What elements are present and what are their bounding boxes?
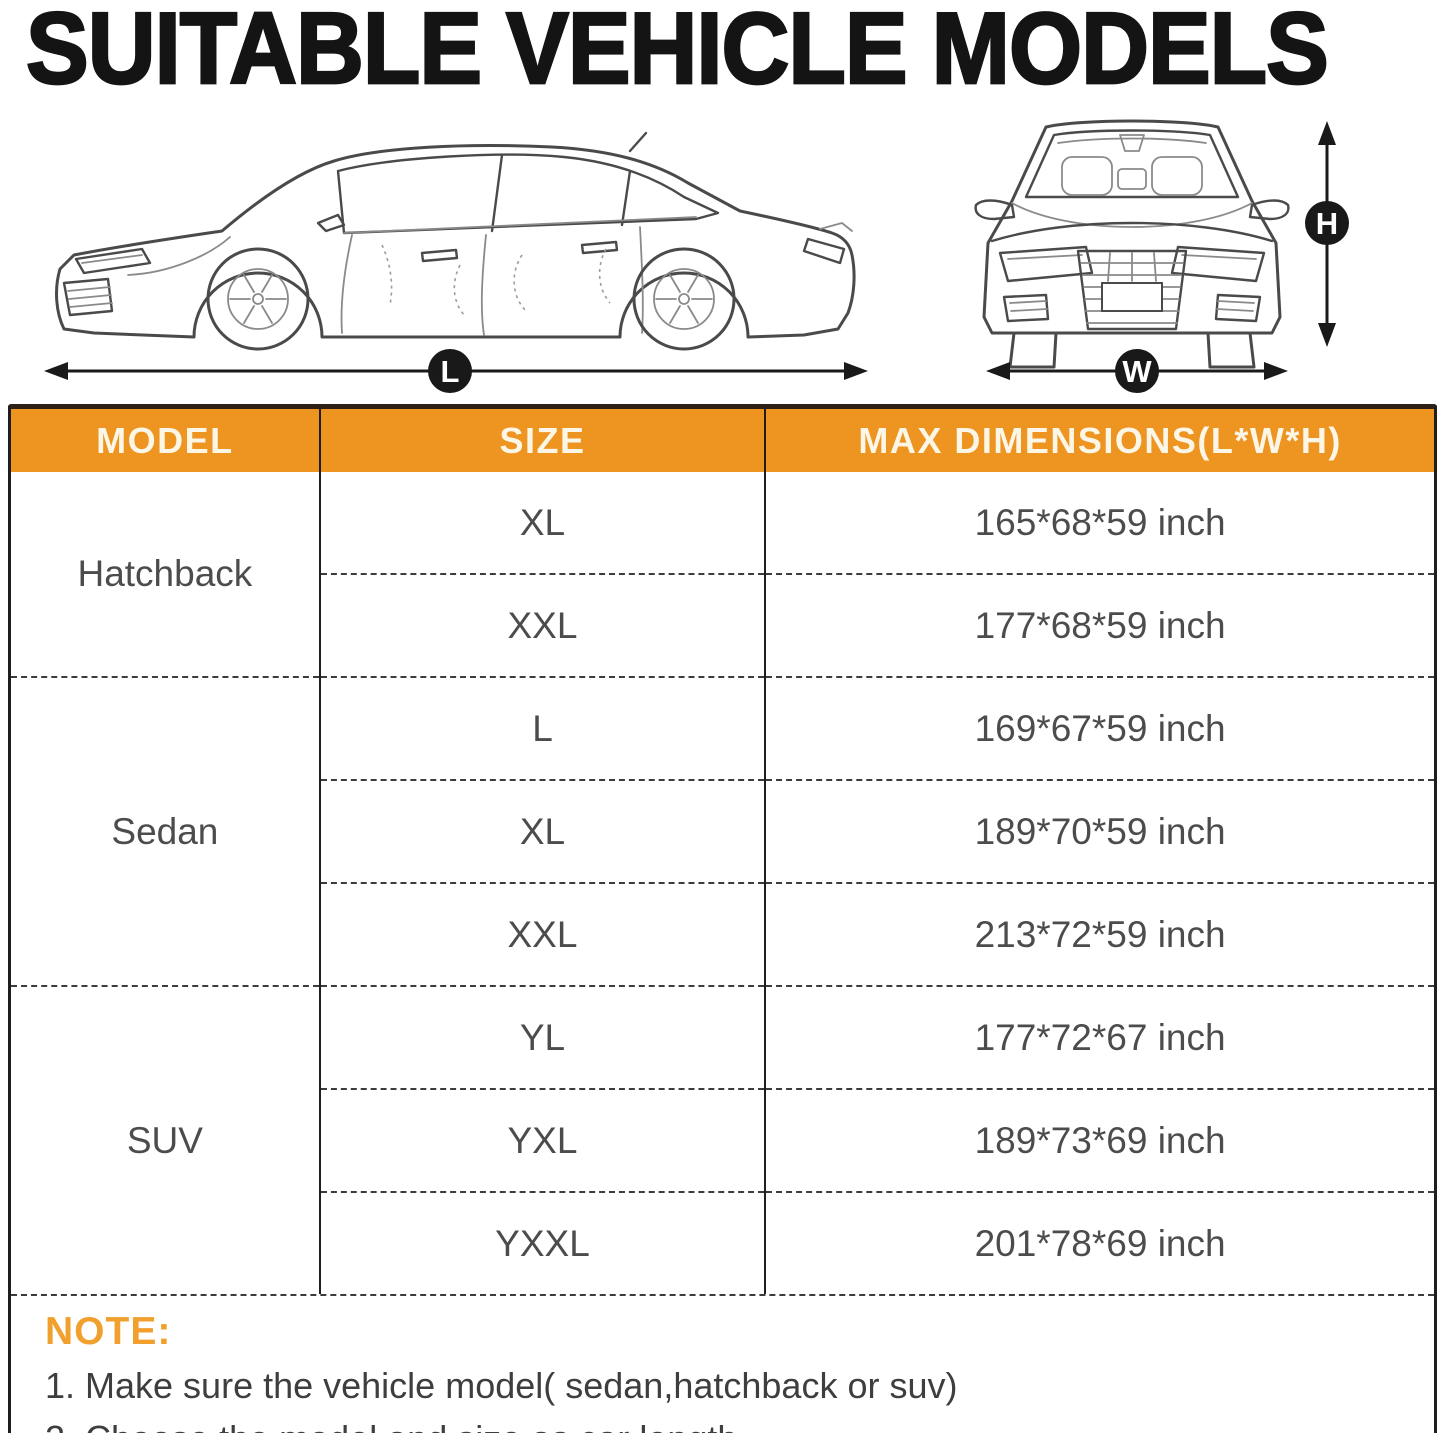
car-rearview-mirror — [1119, 134, 1145, 152]
car-hood-edge — [990, 221, 1274, 243]
width-arrow: W — [986, 349, 1288, 393]
car-spoiler-lip — [819, 222, 853, 232]
car-seat-left — [1061, 156, 1113, 196]
car-door-seam-rear — [639, 226, 644, 334]
car-rear-wheel — [632, 247, 736, 351]
car-hood-line — [127, 236, 231, 276]
table-row: XXL 177*68*59 inch — [11, 573, 1434, 677]
model-cell-hatchback: Hatchback — [77, 553, 253, 594]
car-side-view-drawing: L — [44, 131, 868, 393]
table-row: SUV YL 177*72*67 inch — [11, 985, 1434, 1294]
vehicle-diagrams: L — [0, 105, 1445, 405]
table-row: YXXL 201*78*69 inch — [11, 1191, 1434, 1294]
car-fog-intake-left — [1002, 293, 1050, 323]
length-badge-label: L — [441, 354, 460, 389]
size-chart: MODEL SIZE MAX DIMENSIONS(L*W*H) Hatchba… — [8, 404, 1437, 1433]
car-center-console — [1117, 168, 1147, 190]
car-glass-outline — [336, 153, 720, 235]
car-body-outline — [55, 144, 856, 339]
column-header-model: MODEL — [11, 409, 320, 472]
size-cell: YXL — [318, 1088, 766, 1192]
car-hood-crease — [1011, 202, 1253, 228]
car-c-pillar — [620, 169, 632, 227]
car-antenna — [628, 131, 648, 153]
size-cell: XL — [318, 472, 766, 574]
car-mirror-right — [1248, 199, 1290, 221]
car-grille-bars — [67, 286, 113, 308]
dimensions-cell: 189*70*59 inch — [764, 779, 1434, 883]
car-fog-right-lines — [1216, 300, 1255, 312]
car-wheel-left — [1008, 331, 1058, 369]
car-grille-slats — [1107, 252, 1157, 282]
size-table: MODEL SIZE MAX DIMENSIONS(L*W*H) Hatchba… — [11, 409, 1434, 1294]
width-badge — [1115, 349, 1159, 393]
car-door-handle-rear — [580, 240, 619, 255]
car-side-mirror — [316, 213, 346, 233]
car-fender-seam — [340, 234, 353, 334]
car-mirror-left — [974, 199, 1016, 221]
car-headlight-right-line — [1181, 254, 1257, 260]
size-cell: XL — [318, 779, 766, 883]
note-line-2: 2. Choose the model and size as car leng… — [45, 1418, 1404, 1433]
table-header-row: MODEL SIZE MAX DIMENSIONS(L*W*H) — [11, 409, 1434, 472]
car-interior-dashed-lines — [381, 244, 611, 318]
dimensions-cell: 177*68*59 inch — [764, 573, 1434, 677]
length-arrow: L — [44, 349, 868, 393]
car-headlight-left-line — [1007, 254, 1083, 260]
note-label: NOTE: — [45, 1310, 172, 1353]
column-header-size: SIZE — [318, 409, 766, 472]
height-badge — [1305, 201, 1349, 245]
table-row: Hatchback XL 165*68*59 inch — [11, 472, 1434, 594]
car-headlight — [74, 247, 152, 275]
column-header-dimensions: MAX DIMENSIONS(L*W*H) — [764, 409, 1434, 472]
car-front-outline — [982, 119, 1282, 335]
car-door-seam-front — [480, 234, 487, 336]
car-fog-left-lines — [1009, 300, 1048, 312]
car-headlight-left — [998, 245, 1094, 283]
dimensions-cell: 165*68*59 inch — [764, 472, 1434, 574]
car-wheel-right — [1206, 331, 1256, 369]
model-cell-sedan: Sedan — [11, 676, 320, 986]
size-cell: XXL — [318, 882, 766, 986]
dimensions-cell: 177*72*67 inch — [764, 985, 1434, 1089]
table-row: XXL 213*72*59 inch — [11, 882, 1434, 986]
note-line-1: 1. Make sure the vehicle model( sedan,ha… — [45, 1365, 958, 1406]
car-seat-right — [1151, 156, 1203, 196]
height-badge-label: H — [1316, 206, 1338, 241]
car-fog-intake-right — [1214, 293, 1262, 323]
size-cell: XXL — [318, 573, 766, 677]
car-license-plate — [1101, 282, 1163, 312]
dimensions-cell: 213*72*59 inch — [764, 882, 1434, 986]
dimensions-cell: 169*67*59 inch — [764, 676, 1434, 780]
car-headlight-line — [81, 254, 143, 264]
width-badge-label: W — [1122, 354, 1152, 389]
car-tail-light — [802, 237, 846, 265]
dimensions-cell: 189*73*69 inch — [764, 1088, 1434, 1192]
size-cell: YL — [318, 985, 766, 1089]
page-title: SUITABLE VEHICLE MODELS — [25, 0, 1330, 106]
model-cell-suv: SUV — [11, 985, 320, 1294]
length-badge — [428, 349, 472, 393]
car-b-pillar — [490, 153, 504, 233]
car-door-handle-front — [420, 248, 459, 263]
car-front-wheel — [206, 247, 310, 351]
table-row: YXL 189*73*69 inch — [11, 1088, 1434, 1192]
table-row: Sedan L 169*67*59 inch — [11, 676, 1434, 986]
car-grille — [1076, 249, 1188, 331]
car-front-view-drawing: W H — [974, 119, 1349, 393]
car-headlight-right — [1170, 245, 1266, 283]
height-arrow: H — [1305, 121, 1349, 347]
note-section: NOTE: 1. Make sure the vehicle model( se… — [11, 1294, 1434, 1433]
dimensions-cell: 201*78*69 inch — [764, 1191, 1434, 1294]
table-row: XL 189*70*59 inch — [11, 779, 1434, 883]
car-windshield — [1024, 129, 1240, 199]
size-cell: YXXL — [318, 1191, 766, 1294]
car-beltline — [343, 216, 697, 234]
car-front-grille — [62, 277, 114, 317]
size-cell: L — [318, 676, 766, 780]
car-roof-inner-line — [1057, 137, 1207, 144]
